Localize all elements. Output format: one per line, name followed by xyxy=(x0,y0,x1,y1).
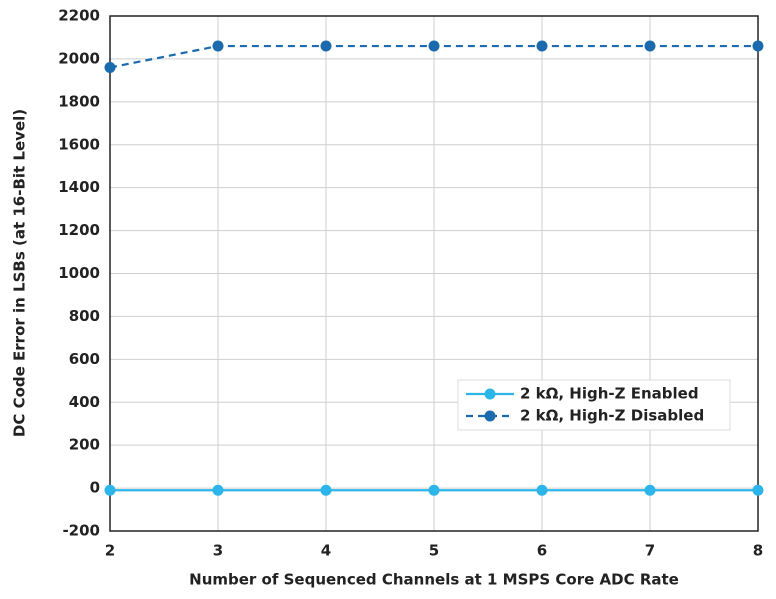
x-tick-label: 2 xyxy=(105,542,115,560)
data-point xyxy=(428,484,440,496)
y-tick-label: 1800 xyxy=(58,92,100,110)
data-point xyxy=(536,484,548,496)
data-point xyxy=(644,40,656,52)
legend-box xyxy=(457,379,731,431)
y-tick-label: 400 xyxy=(69,393,100,411)
y-tick-label: 600 xyxy=(69,350,100,368)
y-tick-label: 1000 xyxy=(58,264,100,282)
legend-label: 2 kΩ, High-Z Disabled xyxy=(520,407,704,425)
y-tick-label: 200 xyxy=(69,436,100,454)
x-tick-label: 5 xyxy=(429,542,439,560)
y-tick-label: 1600 xyxy=(58,135,100,153)
y-tick-label: 800 xyxy=(69,307,100,325)
data-point xyxy=(104,484,116,496)
y-tick-label: 2200 xyxy=(58,7,100,25)
legend-label: 2 kΩ, High-Z Enabled xyxy=(520,385,699,403)
x-axis-label: Number of Sequenced Channels at 1 MSPS C… xyxy=(189,571,679,589)
data-point xyxy=(644,484,656,496)
legend-marker xyxy=(484,410,496,422)
x-tick-label: 7 xyxy=(645,542,655,560)
data-point xyxy=(104,62,116,73)
x-tick-label: 4 xyxy=(321,542,331,560)
plot-frame xyxy=(109,15,759,532)
x-tick-label: 6 xyxy=(537,542,547,560)
y-tick-label: -200 xyxy=(62,522,100,540)
y-tick-label: 1200 xyxy=(58,221,100,239)
y-tick-label: 1400 xyxy=(58,178,100,196)
y-axis-label: DC Code Error in LSBs (at 16-Bit Level) xyxy=(11,109,29,437)
data-point xyxy=(212,484,224,496)
legend-marker xyxy=(484,388,496,400)
data-point xyxy=(320,40,332,52)
data-point xyxy=(752,40,764,52)
data-point xyxy=(428,40,440,52)
y-tick-label: 0 xyxy=(90,479,100,497)
y-tick-label: 2000 xyxy=(58,49,100,67)
x-tick-label: 3 xyxy=(213,542,223,560)
data-point xyxy=(752,484,764,496)
data-point xyxy=(536,40,548,52)
x-tick-label: 8 xyxy=(753,542,763,560)
data-point xyxy=(320,484,332,496)
data-point xyxy=(212,40,224,52)
